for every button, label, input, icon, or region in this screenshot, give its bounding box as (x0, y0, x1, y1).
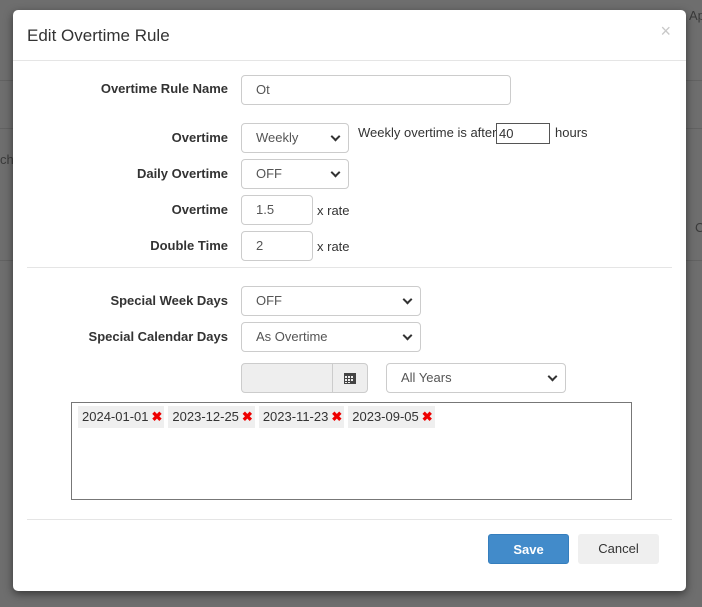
overtime-rate-input[interactable]: 1.5 (241, 195, 313, 225)
daily-overtime-select[interactable]: OFF (241, 159, 349, 189)
calendar-icon (344, 373, 356, 384)
daily-overtime-value: OFF (256, 166, 282, 181)
date-chip: 2024-01-01 ✖ (78, 406, 165, 428)
date-chip: 2023-12-25 ✖ (168, 406, 255, 428)
special-calendar-days-select[interactable]: As Overtime (241, 322, 421, 352)
save-button[interactable]: Save (488, 534, 569, 564)
cancel-button[interactable]: Cancel (578, 534, 659, 564)
overtime-mode-label: Overtime (171, 130, 228, 145)
date-chip: 2023-09-05 ✖ (348, 406, 435, 428)
year-filter-value: All Years (401, 370, 452, 385)
double-time-label: Double Time (150, 238, 228, 253)
remove-date-icon[interactable]: ✖ (421, 409, 433, 424)
year-filter-select[interactable]: All Years (386, 363, 566, 393)
background-text: C (695, 220, 702, 235)
overtime-rate-label: Overtime (171, 202, 228, 217)
remove-date-icon[interactable]: ✖ (151, 409, 163, 424)
double-time-input[interactable]: 2 (241, 231, 313, 261)
background-text: chi (0, 152, 17, 167)
special-week-days-select[interactable]: OFF (241, 286, 421, 316)
special-week-days-value: OFF (256, 293, 282, 308)
footer-divider (27, 519, 672, 520)
modal-header: Edit Overtime Rule × (13, 10, 686, 61)
date-chip-label: 2023-12-25 (172, 409, 239, 424)
daily-overtime-label: Daily Overtime (136, 166, 228, 181)
edit-overtime-rule-modal: Edit Overtime Rule × Overtime Rule Name … (13, 10, 686, 591)
weekly-hours-input[interactable]: 40 (496, 123, 550, 144)
overtime-mode-select[interactable]: Weekly (241, 123, 349, 153)
date-chip-label: 2023-11-23 (262, 409, 329, 424)
date-input[interactable] (241, 363, 333, 393)
special-calendar-days-value: As Overtime (256, 329, 328, 344)
date-chip-label: 2023-09-05 (352, 409, 419, 424)
modal-title: Edit Overtime Rule (27, 26, 170, 45)
divider (27, 267, 672, 268)
rule-name-label: Overtime Rule Name (100, 81, 228, 96)
remove-date-icon[interactable]: ✖ (241, 409, 253, 424)
calendar-button[interactable] (332, 363, 368, 393)
background-text: Ap (689, 8, 702, 23)
double-time-suffix: x rate (317, 239, 350, 254)
close-icon[interactable]: × (660, 21, 671, 41)
overtime-rate-suffix: x rate (317, 203, 350, 218)
special-week-days-label: Special Week Days (110, 293, 228, 308)
hours-suffix: hours (555, 125, 588, 140)
special-dates-list: 2024-01-01 ✖ 2023-12-25 ✖ 2023-11-23 ✖ 2023-09… (71, 402, 632, 500)
date-chip-label: 2024-01-01 (82, 409, 149, 424)
special-calendar-days-label: Special Calendar Days (88, 329, 228, 344)
overtime-mode-value: Weekly (256, 130, 299, 145)
weekly-after-text: Weekly overtime is after (358, 125, 497, 140)
date-chip: 2023-11-23 ✖ (258, 406, 345, 428)
remove-date-icon[interactable]: ✖ (331, 409, 343, 424)
rule-name-input[interactable]: Ot (241, 75, 511, 105)
